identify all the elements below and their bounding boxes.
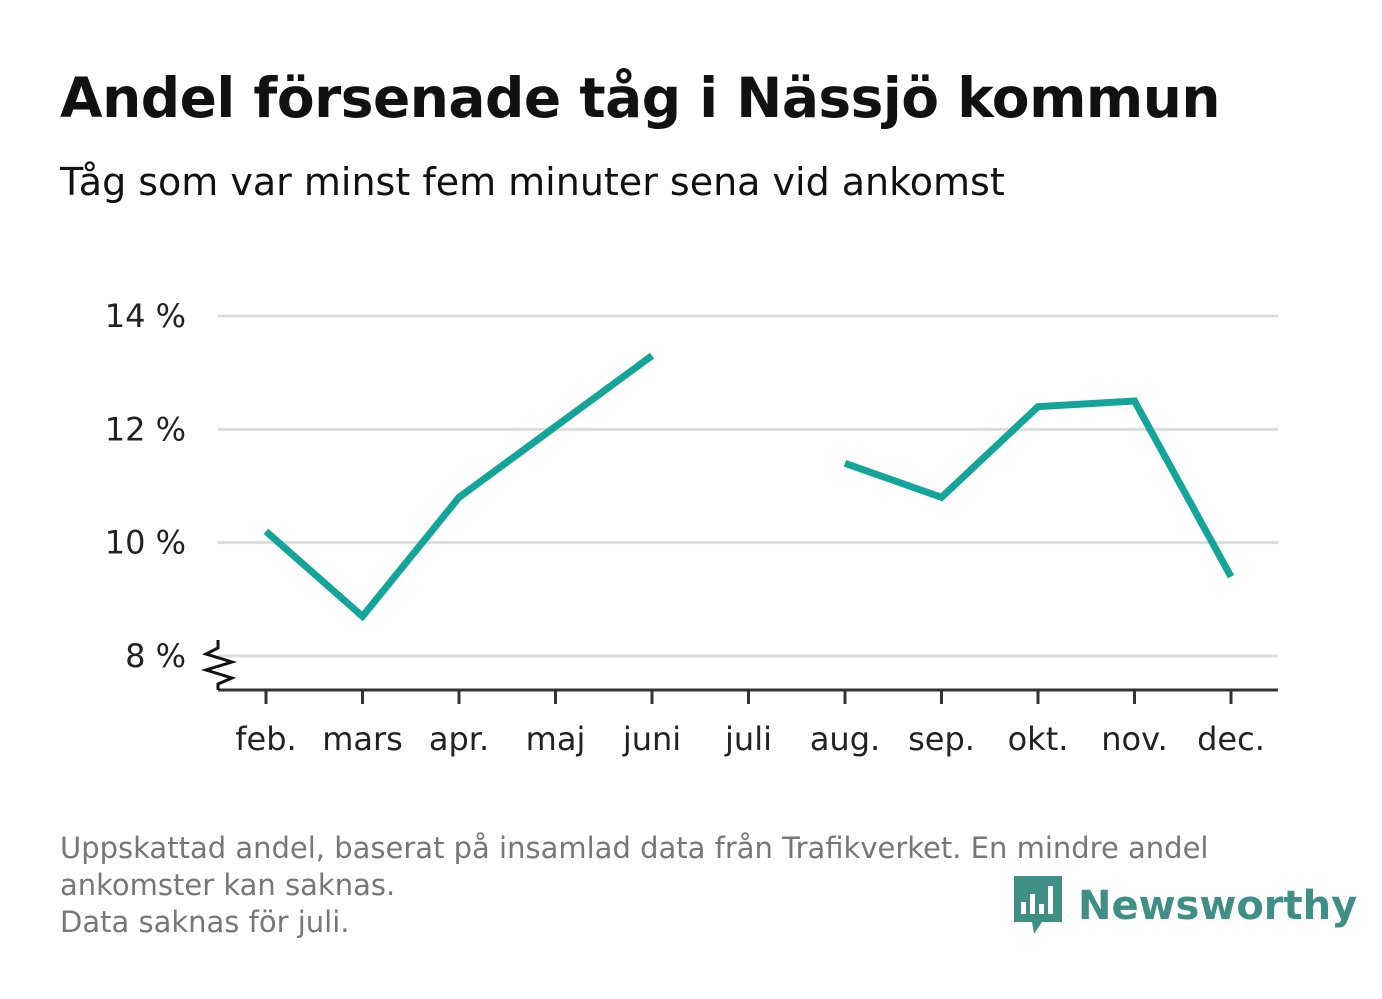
- axis-break-icon: [200, 640, 238, 690]
- x-axis-ticks: feb. mars apr. maj juni juli aug. sep. okt. nov. d…: [235, 690, 1265, 758]
- y-tick-label: 8 %: [125, 637, 186, 675]
- brand-name: Newsworthy: [1078, 883, 1358, 929]
- chart-subtitle: Tåg som var minst fem minuter sena vid a…: [60, 160, 1005, 204]
- y-tick-label: 12 %: [105, 410, 186, 448]
- y-axis-ticks: 8 % 10 % 12 % 14 %: [105, 297, 186, 675]
- x-tick-label: mars: [322, 720, 403, 758]
- footnote: Uppskattad andel, baserat på insamlad da…: [60, 830, 1320, 941]
- newsworthy-brand: Newsworthy: [1012, 876, 1357, 936]
- x-tick-label: sep.: [908, 720, 975, 758]
- x-tick-label: juni: [622, 720, 681, 758]
- x-tick-label: aug.: [810, 720, 880, 758]
- series-line: [263, 352, 655, 622]
- x-tick-label: dec.: [1197, 720, 1265, 758]
- footnote-line: Data saknas för juli.: [60, 905, 350, 939]
- x-tick-label: apr.: [429, 720, 489, 758]
- series-line: [843, 397, 1235, 579]
- chart-title: Andel försenade tåg i Nässjö kommun: [60, 66, 1221, 130]
- footnote-line: ankomster kan saknas.: [60, 868, 396, 902]
- series-lines: [263, 352, 1235, 622]
- bar-chart-bubble-icon: [1014, 876, 1062, 934]
- y-tick-label: 14 %: [105, 297, 186, 335]
- x-tick-label: juli: [724, 720, 772, 758]
- grid-lines: [218, 314, 1278, 658]
- footnote-line: Uppskattad andel, baserat på insamlad da…: [60, 831, 1209, 865]
- x-tick-label: nov.: [1101, 720, 1167, 758]
- y-tick-label: 10 %: [105, 524, 186, 562]
- x-tick-label: okt.: [1008, 720, 1069, 758]
- x-tick-label: maj: [526, 720, 586, 758]
- x-tick-label: feb.: [235, 720, 296, 758]
